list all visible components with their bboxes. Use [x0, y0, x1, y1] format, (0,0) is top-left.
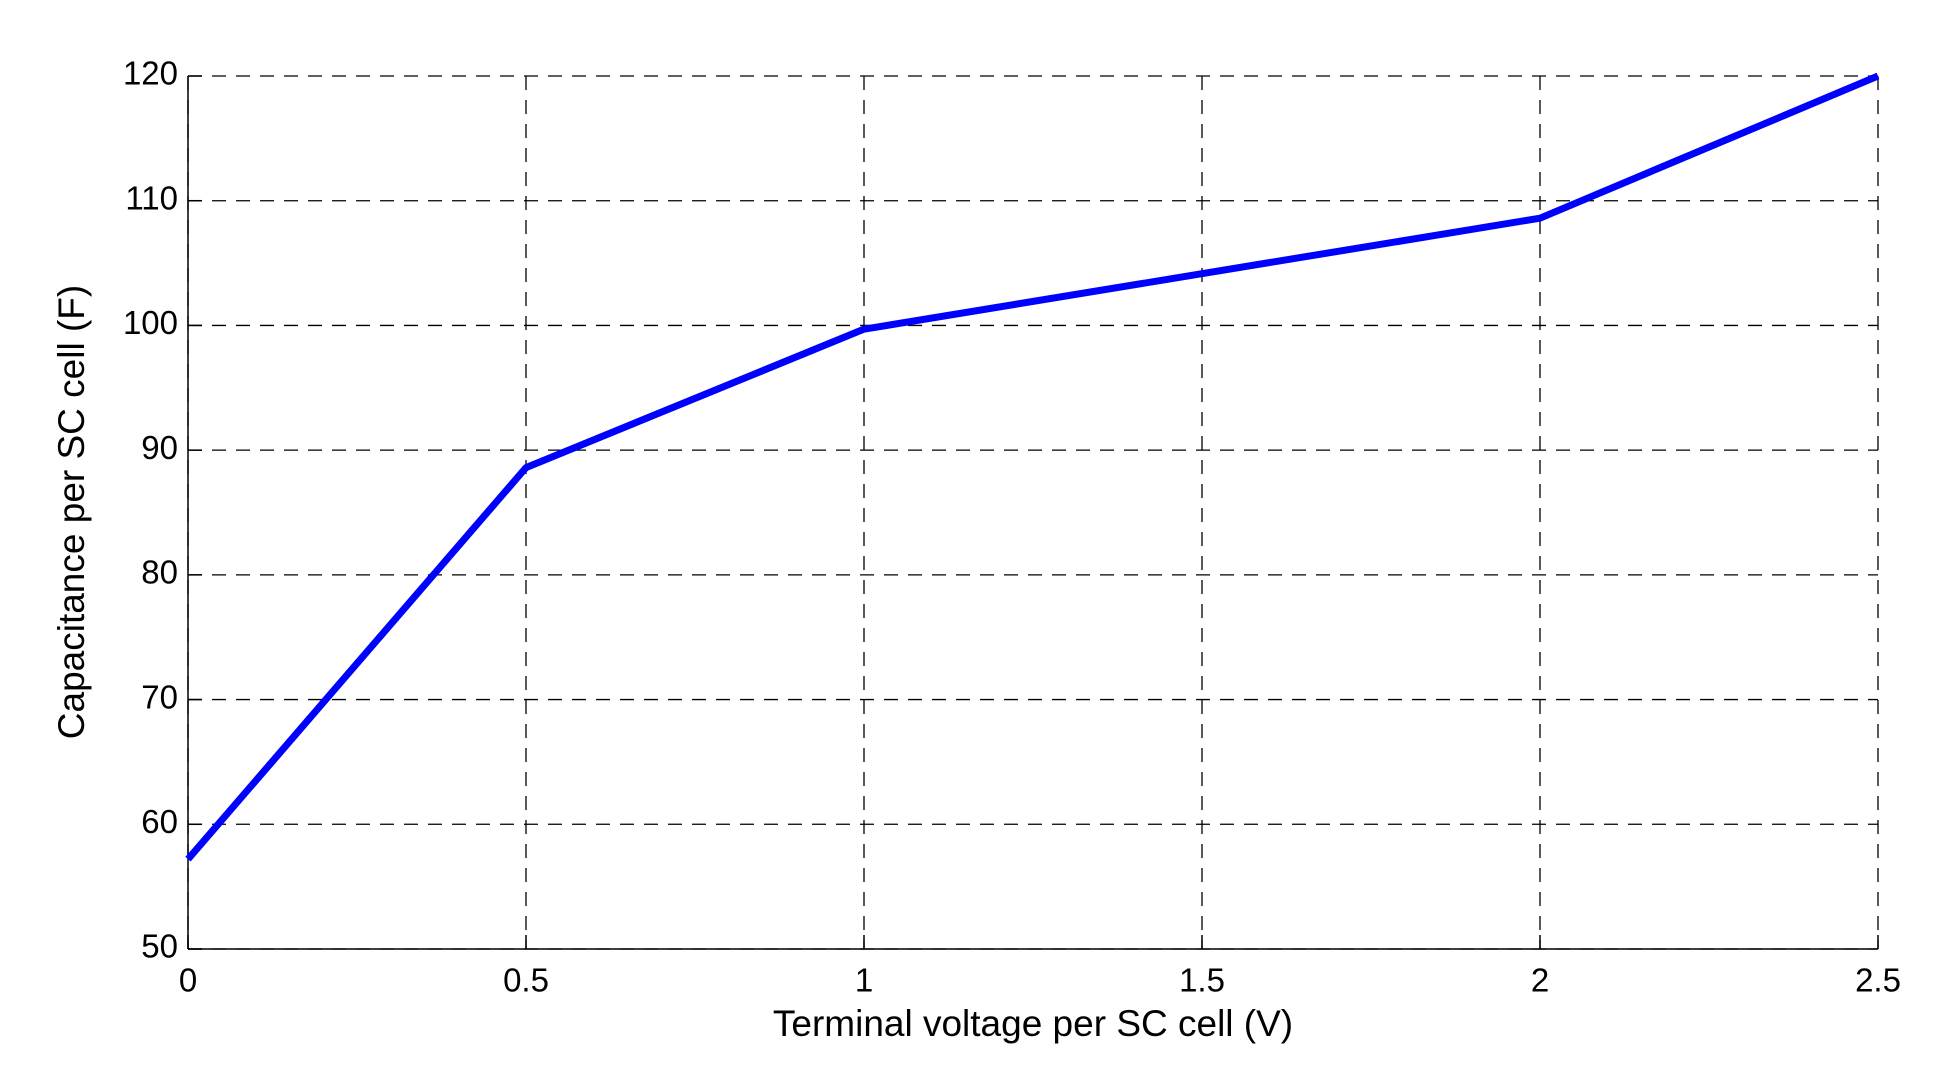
x-tick-label: 0.5: [503, 962, 549, 999]
y-tick-label: 70: [141, 678, 178, 715]
y-tick-label: 100: [123, 304, 178, 341]
y-axis-title: Capacitance per SC cell (F): [51, 285, 92, 739]
x-tick-label: 1.5: [1179, 962, 1225, 999]
x-tick-label: 1: [855, 962, 873, 999]
x-tick-label: 2: [1531, 962, 1549, 999]
x-tick-label: 2.5: [1855, 962, 1901, 999]
y-tick-label: 90: [141, 429, 178, 466]
y-tick-label: 110: [125, 179, 178, 216]
data-line: [185, 72, 1880, 862]
y-tick-label: 60: [141, 803, 178, 840]
x-tick-label: 0: [179, 962, 197, 999]
y-tick-label: 80: [141, 554, 178, 591]
y-tick-label: 50: [141, 928, 178, 965]
y-tick-label: 120: [123, 55, 178, 92]
x-axis-title: Terminal voltage per SC cell (V): [773, 1003, 1293, 1044]
